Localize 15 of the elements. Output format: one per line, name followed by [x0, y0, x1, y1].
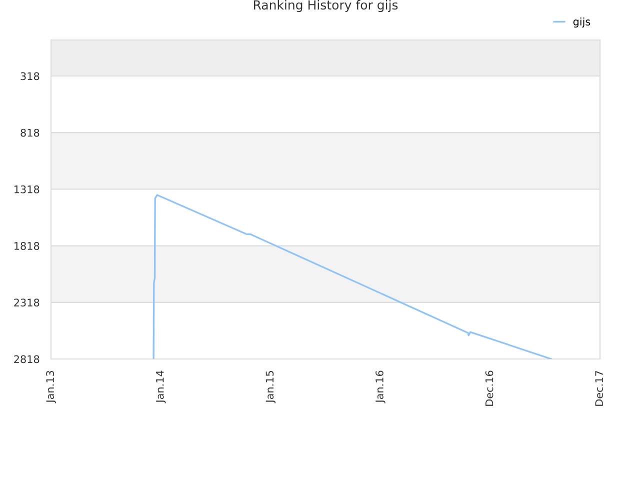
x-tick-label: Jan.16 [376, 370, 386, 404]
y-tick-label: 2318 [14, 298, 40, 307]
y-tick-label: 318 [20, 72, 40, 80]
x-tick-label: Jan.15 [266, 371, 276, 404]
y-tick-label: 1318 [14, 185, 40, 194]
legend-label: gijs [573, 17, 590, 28]
x-tick-label: Jan.13 [46, 370, 56, 404]
x-tick-label: Dec.16 [485, 370, 494, 406]
y-tick-label: 2818 [14, 355, 40, 364]
line-series [152, 194, 552, 359]
y-tick-label: 818 [20, 128, 40, 137]
x-tick-label: Jan.14 [156, 370, 166, 404]
chart-title: Ranking History for gijs [254, 0, 398, 12]
y-tick-label: 1818 [14, 242, 40, 250]
x-tick-label: Dec.17 [595, 371, 604, 406]
